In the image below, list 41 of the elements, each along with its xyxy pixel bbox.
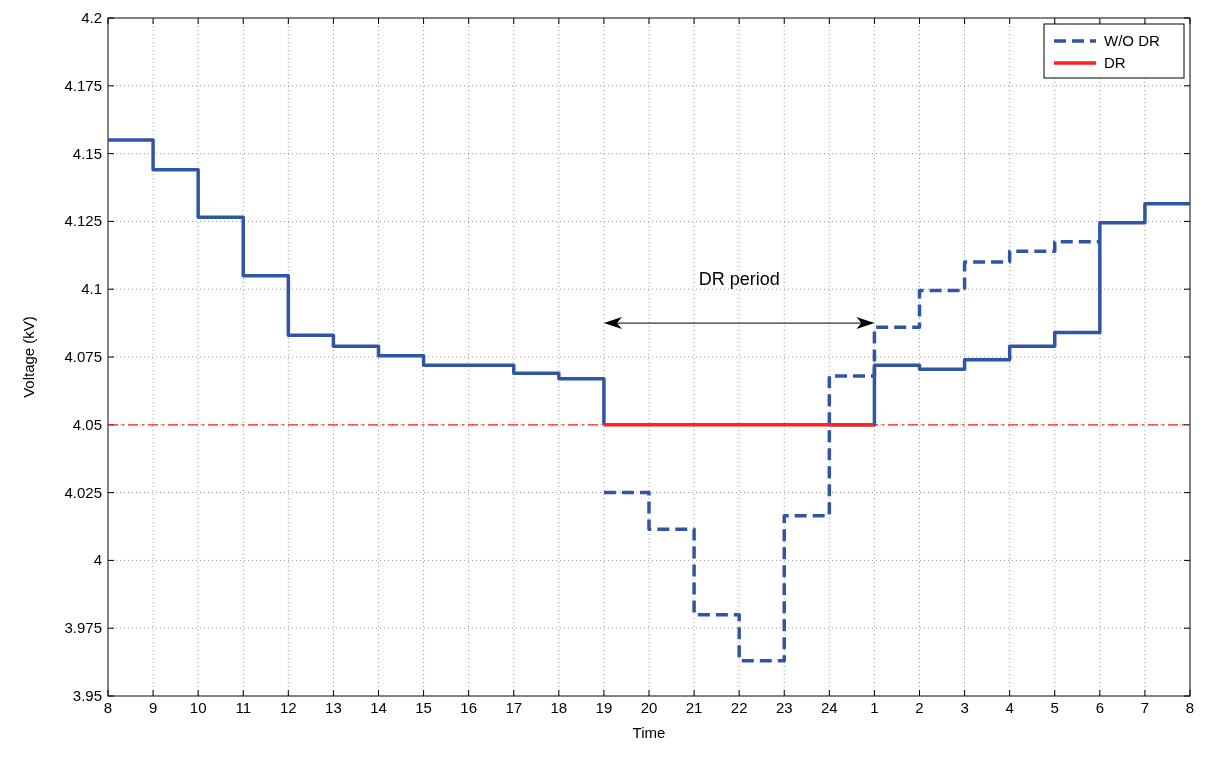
y-tick-label: 4.2 — [81, 9, 102, 26]
x-tick-label: 23 — [775, 699, 793, 716]
x-tick-label: 3 — [960, 699, 969, 716]
x-tick-label: 12 — [279, 699, 297, 716]
x-tick-label: 20 — [640, 699, 658, 716]
y-tick-label: 3.95 — [72, 687, 102, 704]
x-tick-label: 8 — [1185, 699, 1195, 716]
x-tick-label: 22 — [730, 699, 748, 716]
y-tick-label: 4.1 — [81, 280, 102, 298]
y-tick-label: 4.075 — [64, 348, 102, 365]
x-tick-label: 2 — [915, 699, 924, 716]
x-tick-label: 9 — [148, 699, 158, 716]
x-tick-label: 7 — [1140, 699, 1150, 716]
x-tick-label: 10 — [189, 699, 207, 716]
x-tick-label: 24 — [820, 699, 838, 716]
x-tick-label: 13 — [325, 699, 342, 716]
x-tick-label: 18 — [550, 699, 568, 716]
x-tick-label: 8 — [103, 699, 113, 716]
x-tick-label: 16 — [460, 699, 478, 716]
x-tick-label: 15 — [415, 699, 432, 716]
x-tick-label: 6 — [1095, 699, 1105, 716]
y-tick-label: 4 — [93, 551, 102, 569]
annotation: DR period — [698, 269, 780, 290]
y-tick-label: 4.15 — [72, 144, 102, 162]
x-tick-label: 19 — [595, 699, 613, 716]
legend-label: DR — [1104, 54, 1126, 71]
y-tick-label: 4.05 — [72, 415, 102, 433]
x-tick-label: 11 — [235, 699, 252, 716]
x-tick-label: 17 — [505, 699, 523, 716]
y-tick-label: 3.975 — [64, 619, 102, 637]
y-tick-label: 4.175 — [64, 76, 102, 94]
y-tick-label: 4.025 — [64, 483, 102, 501]
x-tick-label: 21 — [685, 699, 703, 716]
y-axis-title: Voltage (kV) — [20, 316, 37, 398]
x-tick-label: 5 — [1050, 699, 1059, 716]
x-tick-label: 4 — [1005, 699, 1014, 716]
x-axis-title: Time — [632, 724, 666, 741]
x-tick-label: 1 — [870, 699, 879, 716]
x-tick-label: 14 — [370, 699, 387, 716]
y-tick-label: 4.125 — [64, 212, 102, 230]
legend-label: W/O DR — [1104, 32, 1160, 49]
